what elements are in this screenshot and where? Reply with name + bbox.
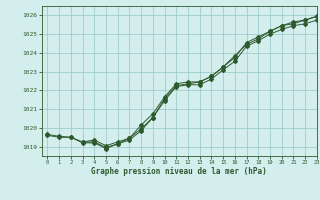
X-axis label: Graphe pression niveau de la mer (hPa): Graphe pression niveau de la mer (hPa) <box>91 167 267 176</box>
